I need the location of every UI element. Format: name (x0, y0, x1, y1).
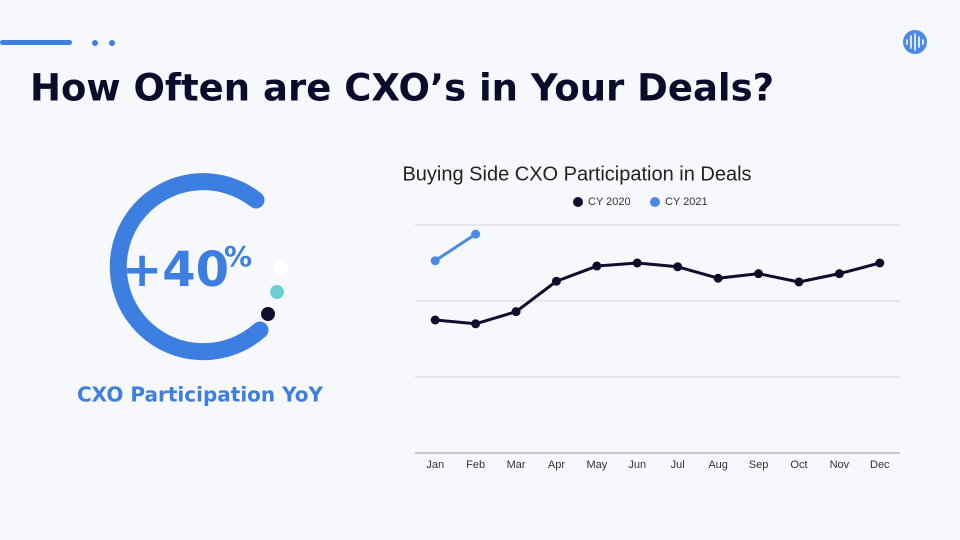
accent-dot (92, 40, 98, 46)
x-tick-label: May (586, 459, 607, 471)
x-tick-label: Jun (628, 459, 646, 471)
data-point (713, 273, 723, 283)
data-point (430, 256, 440, 266)
data-point (592, 261, 602, 271)
x-tick-label: Sep (749, 459, 769, 471)
x-tick-label: Apr (548, 459, 565, 471)
data-point (551, 276, 561, 286)
data-point (632, 258, 642, 268)
data-point (471, 229, 481, 239)
x-tick-label: Jul (671, 459, 685, 471)
data-point (834, 269, 844, 279)
x-tick-label: Feb (466, 459, 485, 471)
kpi-caption: CXO Participation YoY (77, 383, 324, 407)
legend-swatch (573, 197, 583, 207)
series-line (434, 232, 477, 262)
slide-title: How Often are CXO’s in Your Deals? (30, 67, 774, 110)
data-point (754, 269, 764, 279)
series-line (435, 261, 881, 326)
x-tick-label: Jan (426, 459, 444, 471)
legend-label: CY 2020 (588, 196, 631, 208)
gauge-dot (274, 261, 288, 275)
accent-dot (109, 40, 115, 46)
logo (903, 30, 927, 54)
gauge-dot (261, 307, 275, 321)
x-tick-label: Dec (870, 459, 890, 471)
gauge-dot (270, 285, 284, 299)
data-point (794, 277, 804, 287)
data-point (673, 262, 683, 272)
data-point (471, 319, 481, 329)
x-tick-label: Oct (790, 459, 807, 471)
kpi-gauge: +40 % CXO Participation YoY (77, 173, 324, 407)
data-point (875, 258, 885, 268)
x-tick-label: Mar (507, 459, 526, 471)
data-point (511, 307, 521, 317)
kpi-value: +40 (122, 242, 229, 298)
chart: Jan Feb Mar Apr May Jun Jul Aug Sep Oct Nov Dec CY 2… (415, 196, 900, 471)
chart-title: Buying Side CXO Participation in Deals (402, 163, 751, 185)
legend-label: CY 2021 (665, 196, 708, 208)
kpi-unit: % (224, 240, 252, 273)
x-tick-label: Aug (708, 459, 728, 471)
accent-bar (0, 40, 72, 45)
legend-swatch (650, 197, 660, 207)
x-tick-label: Nov (830, 459, 850, 471)
data-point (430, 315, 440, 325)
gauge-arc (109, 173, 269, 361)
